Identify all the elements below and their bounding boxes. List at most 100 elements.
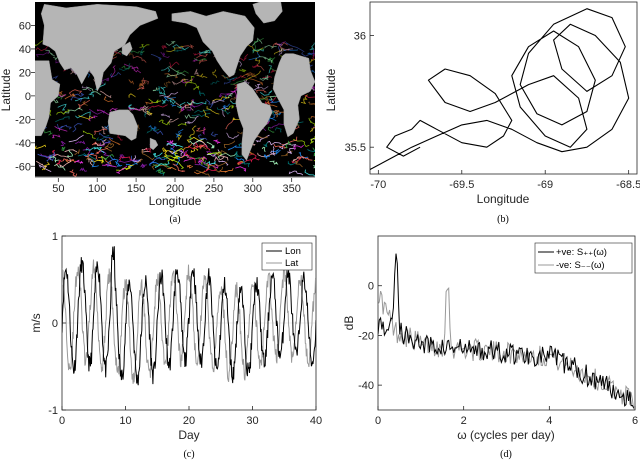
drifter-track <box>125 164 134 171</box>
c-ytick-label: 1 <box>52 231 58 243</box>
drifter-track <box>229 96 237 103</box>
drifter-track <box>196 127 207 132</box>
drifter-track <box>38 164 52 172</box>
drifter-track <box>285 42 305 53</box>
drifter-track <box>158 119 170 126</box>
a-ytick-label: -20 <box>15 114 31 126</box>
drifter-track <box>190 147 199 153</box>
drifter-track <box>248 51 261 61</box>
drifter-track <box>235 157 245 162</box>
drifter-track <box>41 161 51 171</box>
d-xtick-label: 6 <box>632 415 638 427</box>
drifter-track <box>196 73 208 78</box>
drifter-track <box>168 117 179 123</box>
b-ytick-label: 36 <box>354 31 366 43</box>
drifter-track <box>35 43 53 52</box>
drifter-track <box>56 109 70 115</box>
drifter-track <box>116 165 128 174</box>
drifter-track <box>75 96 90 102</box>
drifter-track <box>99 141 110 147</box>
drifter-track <box>310 136 315 144</box>
drifter-track <box>87 115 98 122</box>
drifter-track <box>240 160 251 168</box>
drifter-track <box>312 49 315 57</box>
drifter-track <box>219 168 234 173</box>
drifter-track <box>88 91 95 98</box>
drifter-track <box>130 155 140 163</box>
drifter-track <box>144 108 151 118</box>
drifter-track <box>184 100 193 107</box>
drifter-track <box>186 136 205 144</box>
drifter-track <box>256 63 265 71</box>
drifter-track <box>147 110 154 116</box>
drifter-track <box>177 122 187 127</box>
drifter-track <box>180 149 189 156</box>
drifter-track <box>152 152 163 158</box>
panel-b: -70 -69.5 -69 -68.5 36 35.5 Longitude Latitud… <box>324 1 640 225</box>
drifter-track <box>227 93 233 99</box>
drifter-track <box>285 140 292 149</box>
drifter-track <box>184 151 196 164</box>
drifter-track <box>140 107 152 116</box>
drifter-track <box>207 151 222 156</box>
drifter-track <box>186 102 204 111</box>
trajectory-line <box>370 8 630 170</box>
d-xtick-label: 0 <box>375 415 381 427</box>
drifter-track <box>115 165 132 172</box>
drifter-track <box>178 44 194 49</box>
drifter-track <box>206 106 220 115</box>
drifter-track <box>163 96 176 102</box>
drifter-track <box>260 90 273 96</box>
drifter-track <box>64 149 78 153</box>
drifter-track <box>139 46 145 56</box>
drifter-track <box>161 66 170 73</box>
drifter-track <box>64 93 76 100</box>
drifter-track <box>307 101 315 106</box>
c-caption: (c) <box>183 449 194 460</box>
drifter-track <box>167 158 184 170</box>
drifter-track <box>203 49 210 54</box>
b-ylabel: Latitude <box>324 68 338 111</box>
drifter-track <box>309 42 315 51</box>
drifter-track <box>296 156 313 161</box>
a-ytick-label: 0 <box>25 91 31 103</box>
drifter-track <box>148 125 157 130</box>
drifter-track <box>68 134 84 143</box>
drifter-track <box>118 156 132 161</box>
a-xtick-label: 350 <box>282 183 300 195</box>
drifter-track <box>195 170 210 177</box>
drifter-track <box>69 169 78 178</box>
drifter-track <box>82 130 96 139</box>
drifter-track <box>60 124 72 130</box>
drifter-track <box>304 169 315 177</box>
drifter-track <box>91 159 99 168</box>
drifter-track <box>172 163 186 172</box>
drifter-track <box>54 163 66 171</box>
drifter-track <box>202 127 206 135</box>
d-caption: (d) <box>500 449 512 460</box>
landmass <box>40 4 159 92</box>
drifter-track <box>94 146 105 154</box>
drifter-track <box>156 86 161 92</box>
d-xtick-label: 2 <box>461 415 467 427</box>
drifter-track <box>269 123 288 129</box>
b-xtick-label: -69 <box>537 179 553 191</box>
drifter-track <box>222 103 231 109</box>
c-xtick-label: 40 <box>310 415 322 427</box>
a-ytick-label: 20 <box>19 67 31 79</box>
drifter-track <box>167 166 177 171</box>
drifter-track <box>234 151 243 158</box>
drifter-track <box>118 159 138 163</box>
landmass <box>252 2 283 24</box>
drifter-track <box>146 127 160 134</box>
drifter-track <box>279 143 297 150</box>
drifter-track <box>253 83 261 91</box>
drifter-track <box>175 102 194 111</box>
drifter-track <box>66 149 73 158</box>
landmass <box>107 109 138 141</box>
b-caption: (b) <box>497 214 509 225</box>
drifter-track <box>166 140 174 144</box>
b-ytick-label: 35.5 <box>345 142 366 154</box>
drifter-track <box>236 161 243 165</box>
